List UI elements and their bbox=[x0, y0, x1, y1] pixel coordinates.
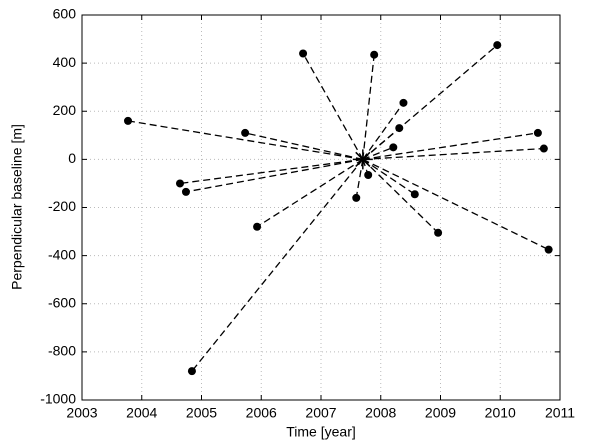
x-tick-label: 2004 bbox=[126, 405, 157, 421]
point bbox=[181, 187, 190, 196]
baseline-link bbox=[185, 158, 363, 193]
x-tick-label: 2006 bbox=[246, 405, 277, 421]
x-tick-label: 2007 bbox=[305, 405, 336, 421]
plot-frame bbox=[81, 14, 561, 401]
point bbox=[399, 98, 408, 107]
y-tick-label: -800 bbox=[48, 343, 76, 359]
baseline-link bbox=[362, 132, 538, 161]
y-axis-label: Perpendicular baseline [m] bbox=[9, 124, 25, 290]
baseline-link bbox=[127, 120, 363, 161]
point bbox=[410, 190, 419, 199]
point bbox=[389, 143, 398, 152]
master-point bbox=[352, 149, 373, 170]
point bbox=[352, 193, 361, 202]
baseline-link bbox=[355, 159, 364, 198]
baseline-link bbox=[362, 146, 394, 160]
baseline-link bbox=[362, 102, 404, 160]
baseline-link bbox=[179, 158, 363, 185]
y-tick-label: -600 bbox=[48, 294, 76, 310]
x-tick-label: 2011 bbox=[545, 405, 575, 421]
point bbox=[187, 367, 196, 376]
x-tick-label: 2003 bbox=[66, 405, 97, 421]
baseline-link bbox=[362, 54, 375, 160]
point bbox=[241, 128, 250, 137]
y-tick-label: -400 bbox=[48, 246, 76, 262]
point bbox=[124, 116, 133, 125]
point bbox=[299, 49, 308, 58]
baseline-link bbox=[362, 127, 400, 160]
y-tick-label: 0 bbox=[68, 150, 76, 166]
baseline-link bbox=[244, 132, 363, 161]
point bbox=[539, 144, 548, 153]
point bbox=[434, 228, 443, 237]
y-tick-label: 400 bbox=[53, 54, 77, 70]
x-tick-label: 2008 bbox=[365, 405, 396, 421]
x-tick-label: 2005 bbox=[186, 405, 217, 421]
x-axis-label: Time [year] bbox=[286, 424, 356, 440]
point bbox=[370, 50, 379, 59]
point bbox=[493, 41, 502, 50]
point bbox=[533, 128, 542, 137]
x-tick-label: 2009 bbox=[425, 405, 456, 421]
x-tick-label: 2010 bbox=[485, 405, 516, 421]
baseline-link bbox=[362, 44, 498, 160]
y-tick-label: -200 bbox=[48, 198, 76, 214]
baseline-link bbox=[302, 53, 364, 160]
baseline-link bbox=[362, 158, 439, 234]
point bbox=[544, 245, 553, 254]
y-tick-label: 600 bbox=[53, 6, 77, 22]
baseline-link bbox=[362, 158, 549, 251]
y-tick-label: -1000 bbox=[40, 391, 76, 407]
baseline-link bbox=[256, 158, 364, 228]
baseline-link bbox=[191, 158, 364, 372]
point bbox=[364, 171, 373, 180]
y-tick-label: 200 bbox=[53, 102, 77, 118]
point bbox=[175, 179, 184, 188]
baseline-link bbox=[362, 147, 544, 161]
point bbox=[253, 222, 262, 231]
master-star-stroke bbox=[355, 151, 371, 167]
point bbox=[395, 124, 404, 133]
